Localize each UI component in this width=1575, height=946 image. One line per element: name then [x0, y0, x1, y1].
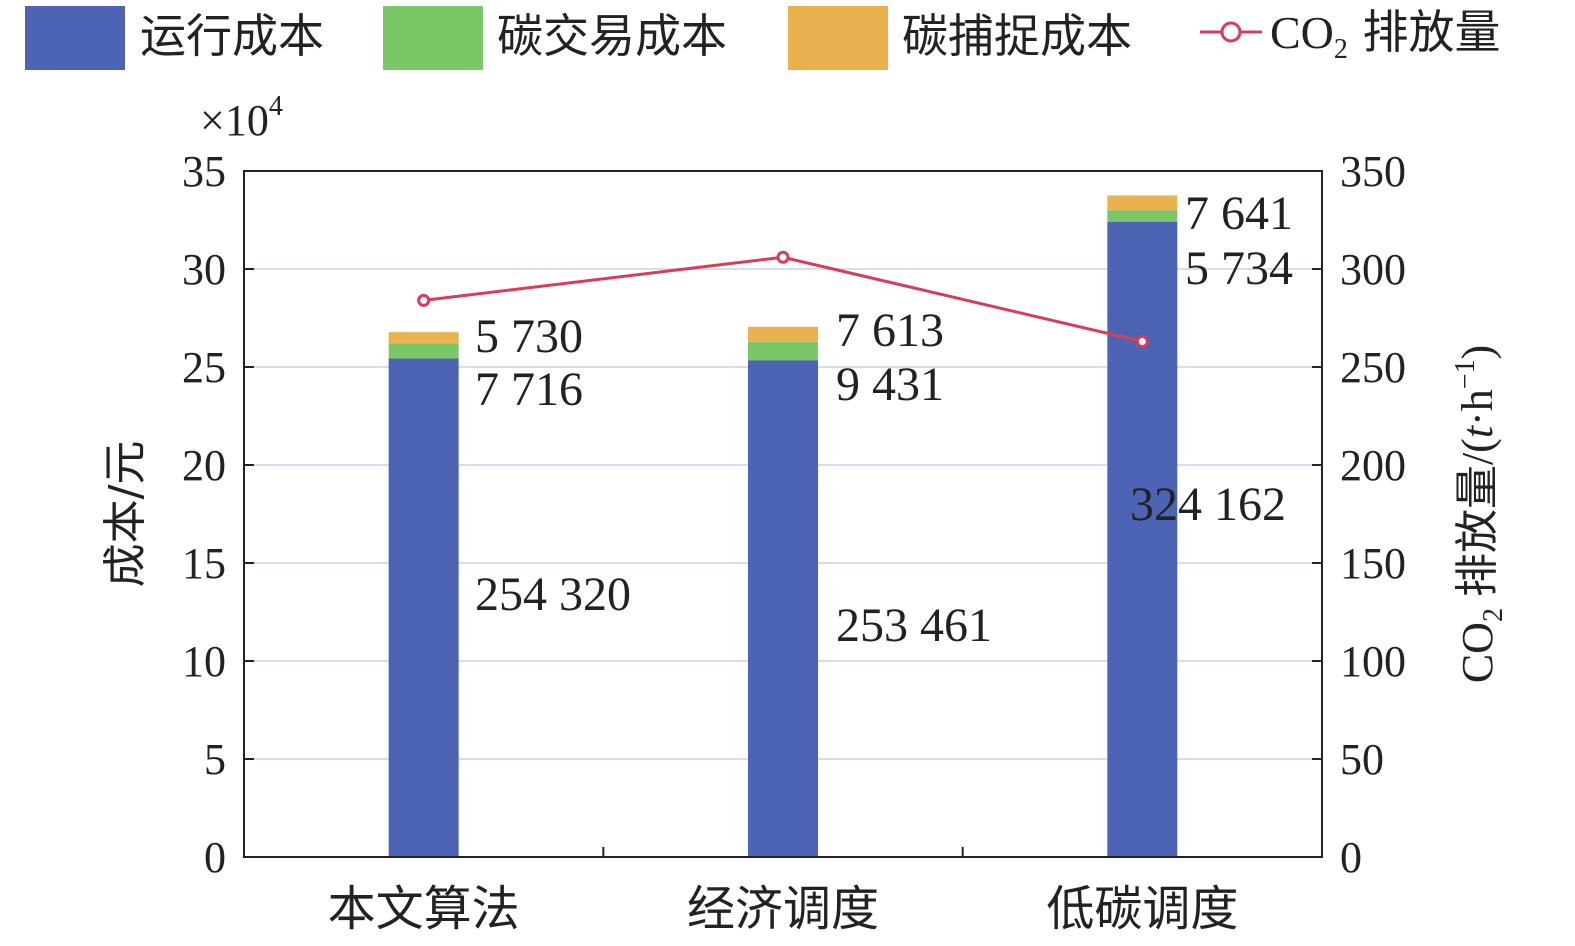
- axes: 05101520253035050100150200250300350本文算法经…: [100, 91, 1509, 937]
- data-label: 7 613: [836, 304, 944, 357]
- left-axis-multiplier: ×104: [200, 91, 283, 145]
- bar-segment: [1107, 221, 1178, 858]
- legend-label: 碳交易成本: [497, 9, 727, 63]
- data-label: 324 162: [1130, 478, 1286, 531]
- legend-label: 运行成本: [140, 9, 324, 63]
- legend: 运行成本 碳交易成本 碳捕捉成本 CO2 排放量: [25, 5, 1501, 70]
- legend-marker: [1220, 21, 1242, 43]
- left-tick-label: 15: [182, 539, 226, 588]
- right-tick-label: 350: [1340, 147, 1406, 196]
- data-label: 254 320: [475, 568, 631, 621]
- data-label: 7 716: [475, 363, 583, 416]
- right-axis-title: CO2 排放量/(t·h−1): [1450, 345, 1509, 683]
- left-tick-label: 30: [182, 245, 226, 294]
- co2-point: [417, 293, 431, 307]
- legend-swatch: [25, 6, 125, 70]
- left-tick-label: 25: [182, 343, 226, 392]
- bar-segment: [388, 343, 459, 359]
- bar-segment: [388, 358, 459, 857]
- right-tick-label: 100: [1340, 637, 1406, 686]
- x-category-label: 本文算法: [328, 881, 520, 937]
- right-tick-label: 0: [1340, 833, 1362, 882]
- legend-swatch: [788, 6, 888, 70]
- bar-segment: [748, 341, 818, 361]
- bar-segment: [1107, 195, 1178, 211]
- plot-frame: [243, 170, 1323, 858]
- left-tick-label: 0: [204, 833, 226, 882]
- left-tick-label: 5: [204, 735, 226, 784]
- right-tick-label: 300: [1340, 245, 1406, 294]
- left-tick-label: 35: [182, 147, 226, 196]
- legend-label: 碳捕捉成本: [902, 9, 1132, 63]
- right-tick-label: 150: [1340, 539, 1406, 588]
- bar-segment: [748, 360, 818, 857]
- left-tick-label: 10: [182, 637, 226, 686]
- bar-segment: [388, 332, 459, 344]
- bar-segment: [1107, 210, 1178, 222]
- data-label: 9 431: [836, 358, 944, 411]
- data-label: 5 730: [475, 310, 583, 363]
- co2-point: [776, 250, 790, 264]
- co2-point: [1135, 335, 1149, 349]
- stacked-bars: [388, 195, 1178, 858]
- co2-line: [417, 250, 1149, 349]
- data-label: 253 461: [836, 599, 992, 652]
- legend-swatch: [383, 6, 483, 70]
- data-label: 7 641: [1185, 187, 1293, 240]
- data-label: 5 734: [1185, 242, 1293, 295]
- bar-segment: [748, 326, 818, 342]
- right-tick-label: 250: [1340, 343, 1406, 392]
- x-category-label: 低碳调度: [1046, 881, 1238, 937]
- left-axis-title: 成本/元: [100, 441, 151, 588]
- left-tick-label: 20: [182, 441, 226, 490]
- legend-label: CO2 排放量: [1270, 5, 1501, 65]
- right-tick-label: 50: [1340, 735, 1384, 784]
- right-tick-label: 200: [1340, 441, 1406, 490]
- x-category-label: 经济调度: [687, 881, 879, 937]
